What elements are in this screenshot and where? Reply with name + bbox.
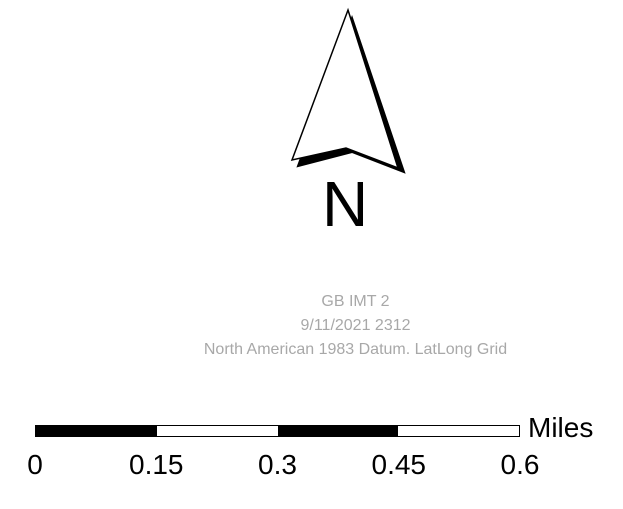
scale-tick-label: 0.3 <box>258 449 297 480</box>
map-date: 9/11/2021 2312 <box>300 317 411 334</box>
scale-units-label: Miles <box>528 412 594 443</box>
scale-tick-label: 0.45 <box>371 449 427 480</box>
scale-bar <box>35 425 520 437</box>
north-arrow-icon <box>290 7 406 174</box>
scale-segment-white <box>156 426 278 436</box>
scale-tick-label: 0 <box>27 449 43 480</box>
scale-segment-white <box>398 426 519 436</box>
map-datum: North American 1983 Datum. LatLong Grid <box>203 341 508 358</box>
scale-segment-black <box>36 426 157 436</box>
north-letter: N <box>322 168 369 240</box>
map-title: GB IMT 2 <box>321 293 390 310</box>
scale-tick-label: 0.15 <box>129 449 184 480</box>
scale-tick-label: 0.6 <box>500 449 540 480</box>
scale-segment-black <box>277 426 399 436</box>
north-arrow-body <box>290 7 400 170</box>
